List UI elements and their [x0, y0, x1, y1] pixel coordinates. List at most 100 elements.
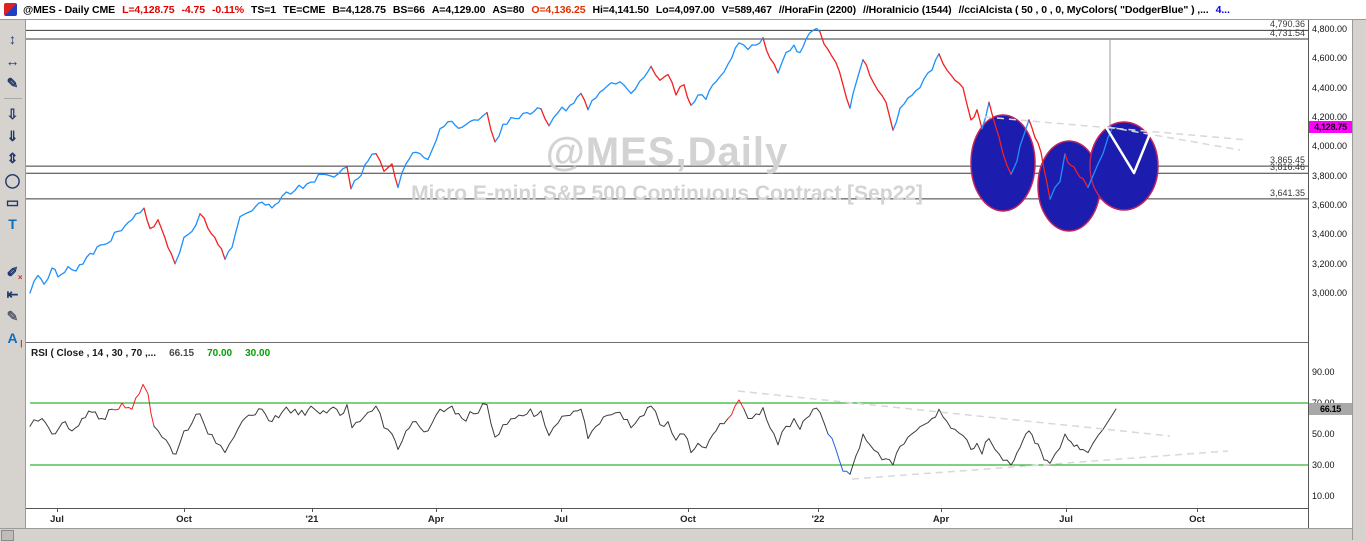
- move-down-tool-icon: ⇩: [6, 105, 19, 122]
- rsi-axis-label: 30.00: [1312, 460, 1335, 470]
- move-down-tool[interactable]: ⇩: [2, 104, 24, 124]
- ellipse-drawing-tool[interactable]: ◯: [2, 170, 24, 190]
- time-tick-label: Oct: [680, 514, 696, 525]
- rsi-current-value: 66.15: [169, 348, 195, 359]
- time-axis[interactable]: Jul Oct '21 Apr Jul Oct '22 Apr Jul Oct: [26, 508, 1308, 528]
- time-tick-mark: [312, 509, 313, 512]
- chart-values-tool-icon: ✎: [6, 74, 19, 91]
- trade-exchange: TE=CME: [283, 3, 326, 16]
- drawn-trendline[interactable]: [737, 390, 1171, 437]
- price-axis-label: 4,000.00: [1312, 141, 1348, 152]
- annotate-text-tool-icon: A: [7, 330, 18, 346]
- price-series-path: [346, 166, 352, 190]
- percent-change: -0.11%: [211, 3, 245, 16]
- ask-price: A=4,129.00: [431, 3, 486, 16]
- rsi-value-badge: 66.15: [1309, 402, 1352, 415]
- price-series-path: [1049, 153, 1066, 200]
- price-series-path: [494, 107, 542, 143]
- rsi-series-path: [727, 399, 745, 419]
- bid-size: BS=66: [392, 3, 425, 16]
- price-series-path: [762, 37, 779, 74]
- rsi-axis-label: 90.00: [1312, 367, 1335, 377]
- rsi-study-panel[interactable]: RSI ( Close , 14 , 30 , 70 ,... 66.15 70.0…: [26, 342, 1308, 508]
- toolbar-separator: [3, 98, 22, 99]
- delete-drawing-tool[interactable]: ✐ ×: [2, 262, 24, 283]
- study-horafin: //HoraFin (2200): [778, 3, 857, 16]
- price-series-path: [540, 108, 550, 127]
- vertical-scale-tool-icon: ↕: [9, 31, 16, 47]
- ellipse-drawing-tool-icon: ◯: [4, 171, 21, 188]
- scroll-down-tool[interactable]: ⇓: [2, 126, 24, 146]
- price-axis-label: 3,200.00: [1312, 258, 1348, 269]
- price-series-path: [1064, 153, 1089, 189]
- price-axis-label: 4,600.00: [1312, 53, 1348, 64]
- price-series-path: [938, 53, 983, 130]
- drawn-v-mark[interactable]: [1104, 125, 1153, 175]
- scrollbar-left-box[interactable]: [1, 530, 14, 541]
- price-series-path: [580, 92, 589, 111]
- drawn-ellipse[interactable]: [970, 114, 1036, 212]
- annotate-text-tool[interactable]: A |: [2, 328, 24, 348]
- price-series-path: [819, 31, 851, 109]
- rsi-chart-canvas[interactable]: [26, 343, 1308, 508]
- chart-icon[interactable]: [4, 3, 17, 16]
- volume: V=589,467: [721, 3, 772, 16]
- open-price: O=4,136.25: [531, 3, 586, 16]
- price-series-path: [375, 153, 399, 189]
- price-axis-label: 4,400.00: [1312, 82, 1348, 93]
- last-price: L=4,128.75: [122, 3, 175, 16]
- time-tick-label: Oct: [176, 514, 192, 525]
- price-series-path: [988, 101, 1012, 175]
- quote-header-bar: @MES - Daily CME L=4,128.75 -4.75 -0.11% TS=…: [0, 0, 1366, 20]
- rsi-series-path: [743, 407, 829, 446]
- rsi-series-path: [153, 403, 729, 455]
- vertical-move-tool-icon: ⇕: [6, 149, 19, 166]
- study-extra: 4...: [1215, 3, 1230, 16]
- price-series-path: [143, 207, 176, 265]
- delete-drawing-tool-sub-icon: ×: [17, 273, 23, 282]
- drawn-trendline[interactable]: [851, 450, 1229, 480]
- price-series-path: [862, 59, 894, 131]
- price-series-path: [1010, 119, 1030, 175]
- study-horainicio: //HoraInicio (1544): [863, 3, 952, 16]
- vertical-scale-tool[interactable]: ↕: [2, 29, 24, 49]
- time-tick-label: Jul: [554, 514, 568, 525]
- drawing-toolbar: ↕ ↔ ✎ ⇩ ⇓ ⇕ ◯ ▭ T ✐ × ⇤ ✎ A |: [0, 20, 26, 528]
- vertical-move-tool[interactable]: ⇕: [2, 148, 24, 168]
- go-to-start-tool[interactable]: ⇤: [2, 284, 24, 304]
- time-tick-mark: [436, 509, 437, 512]
- time-tick-mark: [561, 509, 562, 512]
- horizontal-scrollbar[interactable]: [0, 528, 1352, 541]
- price-series-path: [777, 27, 821, 74]
- price-series-path: [224, 166, 348, 260]
- chart-values-tool[interactable]: ✎: [2, 73, 24, 93]
- time-tick-label: Oct: [1189, 514, 1205, 525]
- rsi-series-path: [827, 433, 851, 475]
- vertical-scrollbar[interactable]: [1352, 20, 1366, 540]
- text-drawing-tool[interactable]: T: [2, 214, 24, 234]
- price-axis[interactable]: 4,800.00 4,600.00 4,400.00 4,200.00 4,000.00…: [1308, 20, 1352, 528]
- rsi-axis-label: 10.00: [1312, 491, 1335, 501]
- ask-size: AS=80: [492, 3, 525, 16]
- horizontal-scale-tool[interactable]: ↔: [2, 51, 24, 71]
- hline-price-label: 4,731.54: [1269, 28, 1305, 39]
- drawn-trendline[interactable]: [1107, 126, 1241, 151]
- price-chart-canvas[interactable]: [26, 20, 1308, 342]
- rsi-series-path: [849, 408, 1117, 475]
- time-tick-label: Jul: [50, 514, 64, 525]
- symbol-title: @MES - Daily CME: [23, 3, 116, 16]
- rectangle-drawing-tool[interactable]: ▭: [2, 192, 24, 212]
- price-series-path: [1087, 126, 1117, 189]
- price-chart-panel[interactable]: @MES,Daily Micro E-mini S&P 500 Continuo…: [26, 20, 1308, 342]
- drawn-trendline[interactable]: [984, 116, 1249, 141]
- drawn-ellipse[interactable]: [1089, 121, 1159, 211]
- text-drawing-tool-icon: T: [8, 216, 17, 232]
- rsi-overbought-level: 70.00: [207, 348, 233, 359]
- go-to-start-tool-icon: ⇤: [6, 285, 19, 302]
- high-price: Hi=4,141.50: [592, 3, 650, 16]
- bid-price: B=4,128.75: [332, 3, 386, 16]
- price-axis-label: 3,800.00: [1312, 170, 1348, 181]
- pencil-tool[interactable]: ✎: [2, 306, 24, 326]
- hline-price-label: 3,865.45: [1269, 155, 1305, 166]
- price-series-path: [486, 111, 496, 143]
